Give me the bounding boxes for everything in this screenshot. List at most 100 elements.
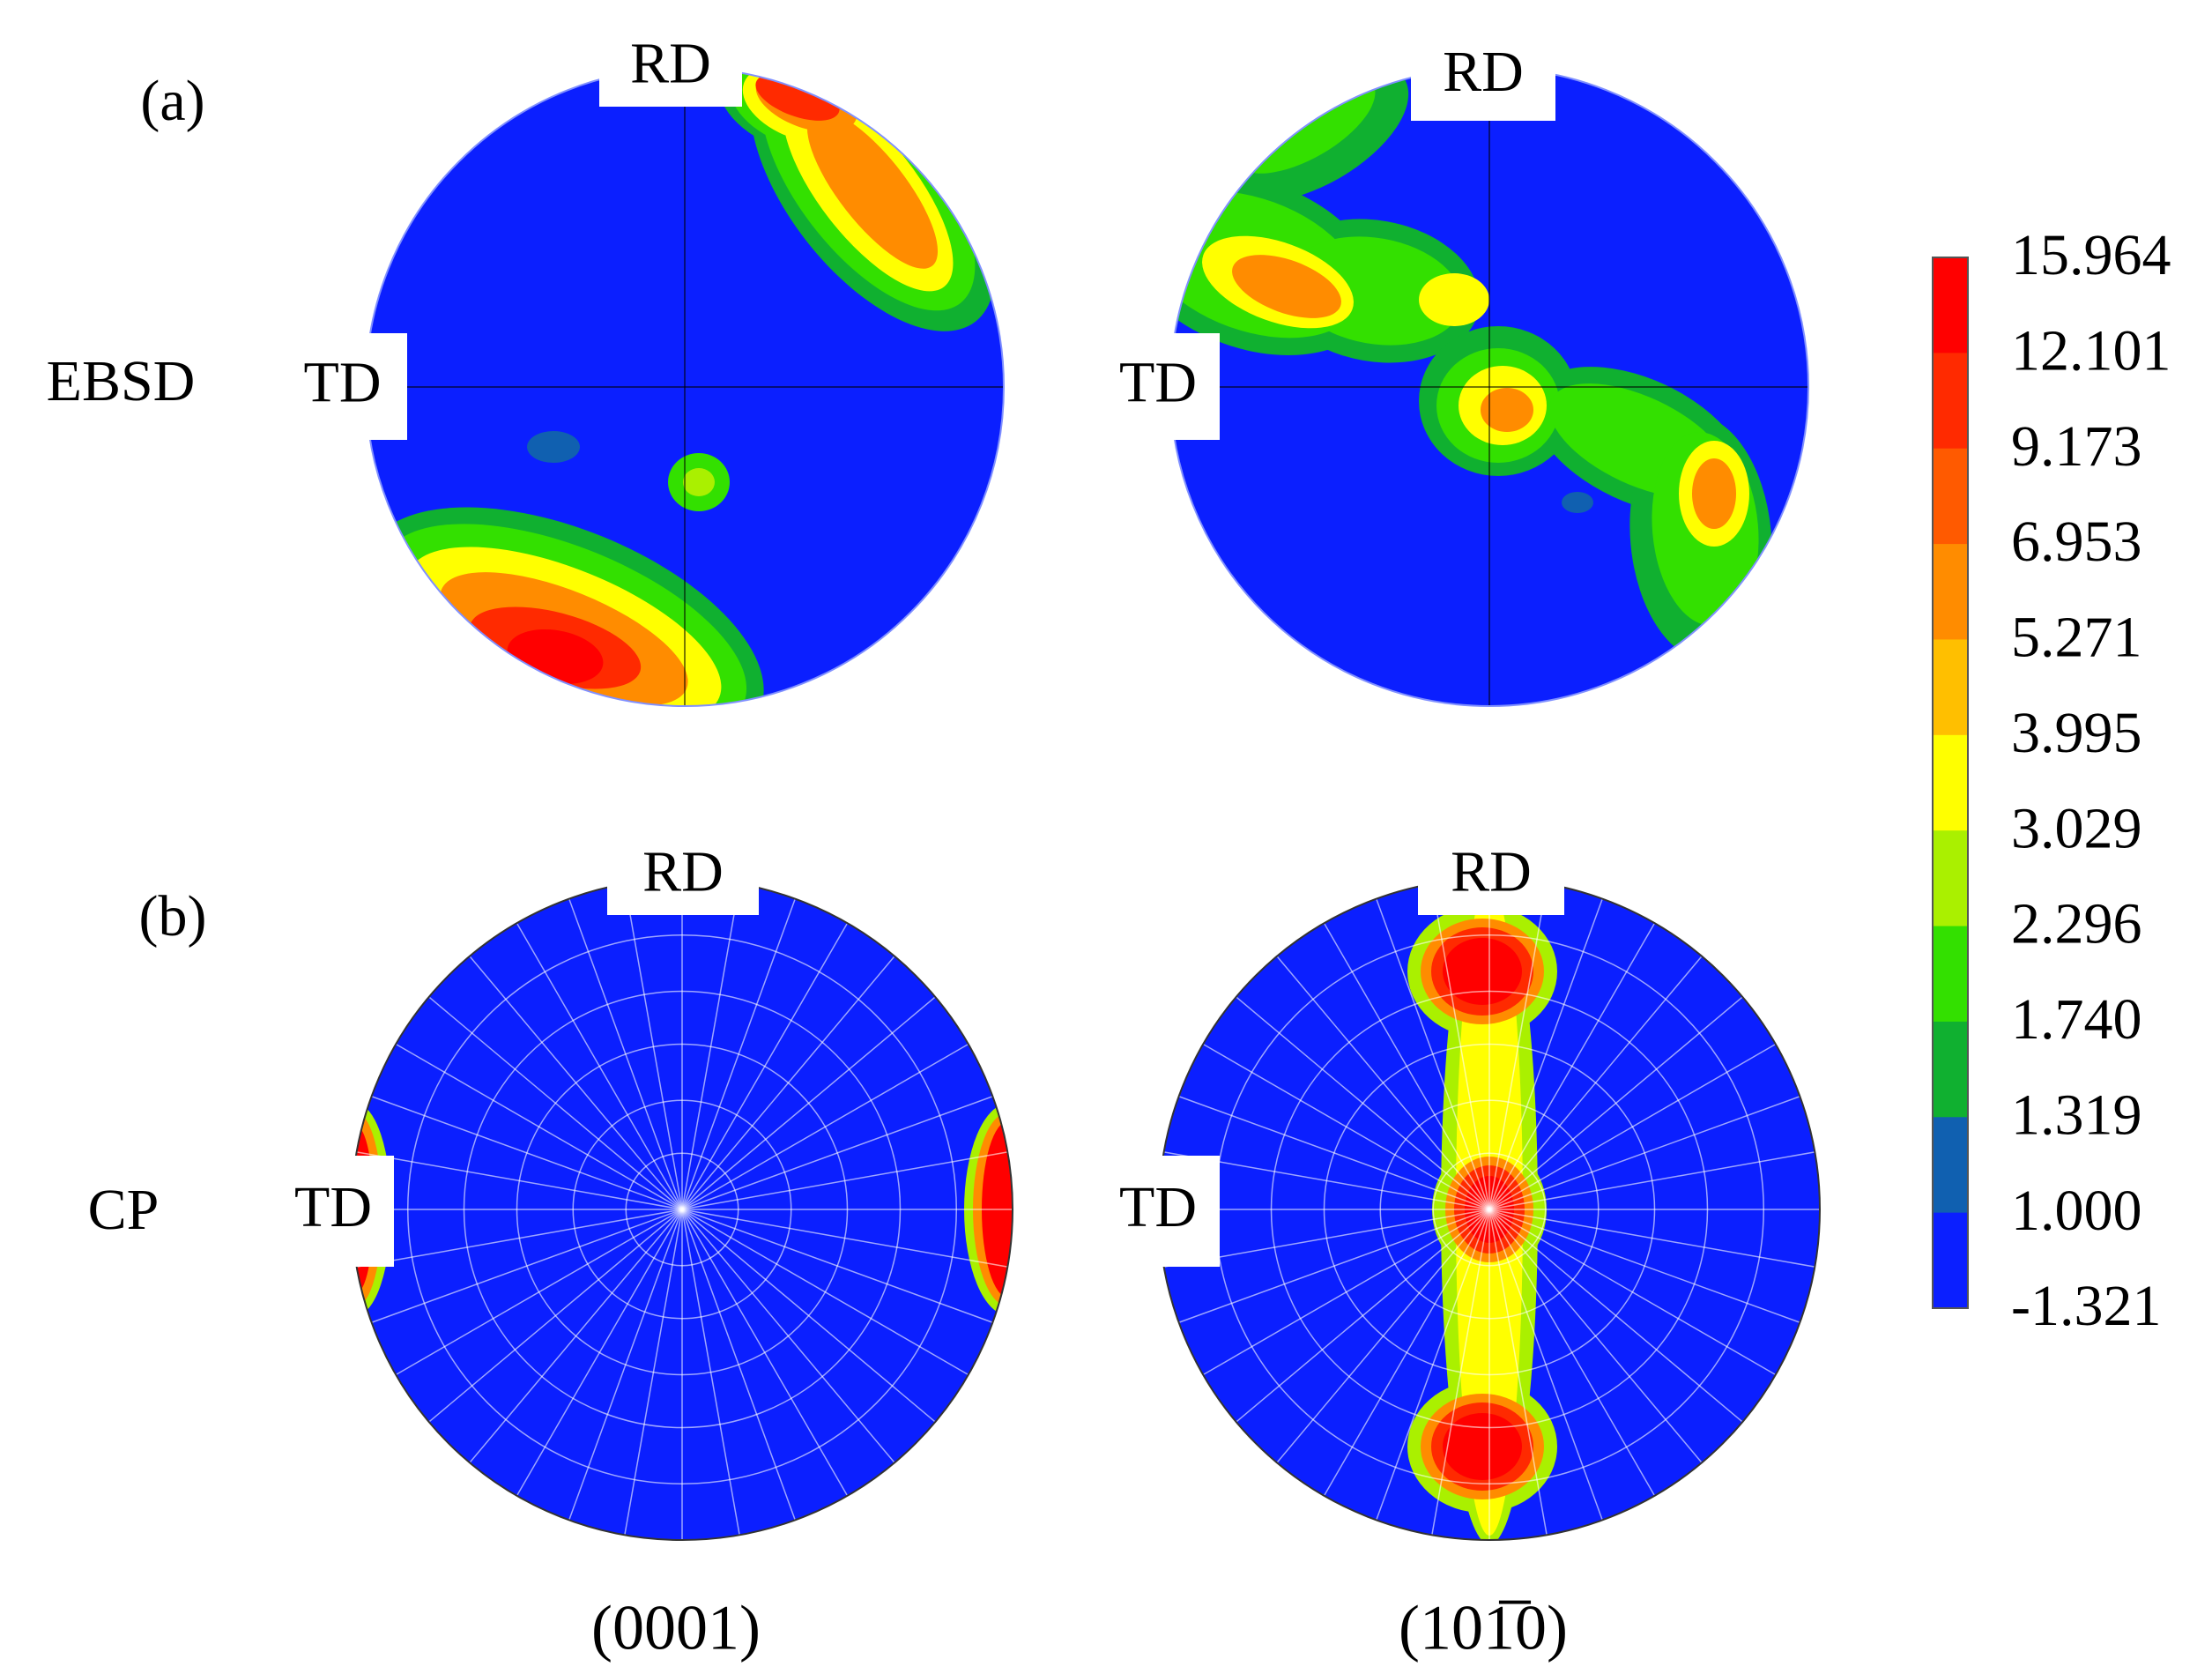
grid-radial bbox=[1488, 1209, 1743, 1423]
grid-radial bbox=[681, 883, 740, 1210]
grid-radial bbox=[1488, 1151, 1815, 1210]
label-box bbox=[278, 333, 407, 440]
pole-figure: RD TD bbox=[1096, 31, 1809, 707]
row-name: EBSD bbox=[47, 349, 196, 413]
intensity-contour bbox=[683, 468, 715, 496]
intensity-contour bbox=[1692, 458, 1736, 529]
pole-figure: RD TD bbox=[278, 28, 1005, 707]
td-label: TD bbox=[1119, 351, 1197, 415]
rd-label: RD bbox=[642, 840, 724, 904]
grid-radial bbox=[1236, 996, 1490, 1210]
grid-radial bbox=[681, 1209, 740, 1536]
label-box bbox=[1096, 333, 1220, 440]
grid-radial bbox=[1376, 1209, 1490, 1521]
label-box bbox=[1418, 837, 1564, 915]
grid-radial bbox=[469, 956, 683, 1210]
colorbar-border bbox=[1932, 257, 1969, 1309]
grid-radial bbox=[395, 1209, 683, 1376]
grid-radial bbox=[1178, 1096, 1490, 1210]
colorbar-label: 15.964 bbox=[2011, 223, 2171, 287]
intensity-contour bbox=[1562, 492, 1593, 513]
intensity-contour bbox=[1443, 938, 1522, 1005]
grid-radial bbox=[681, 1043, 969, 1210]
colorbar-segment bbox=[1933, 544, 1968, 640]
row-label: (b) bbox=[139, 884, 207, 949]
grid-radial bbox=[1488, 1209, 1777, 1376]
colorbar-label: 5.271 bbox=[2011, 606, 2142, 670]
intensity-contour bbox=[1443, 1413, 1522, 1480]
colorbar-label: 1.319 bbox=[2011, 1083, 2142, 1147]
colorbar-label: 1.000 bbox=[2011, 1179, 2142, 1243]
label-box bbox=[1411, 31, 1555, 121]
grid-radial bbox=[1488, 1043, 1777, 1210]
grid-radial bbox=[681, 1209, 993, 1323]
grid-radial bbox=[681, 1209, 1008, 1268]
intensity-contour bbox=[527, 431, 580, 463]
td-label: TD bbox=[294, 1175, 372, 1239]
colorbar-label: -1.321 bbox=[2011, 1274, 2161, 1338]
grid-radial bbox=[395, 1043, 683, 1210]
grid-radial bbox=[1323, 922, 1490, 1210]
colorbar-label: 2.296 bbox=[2011, 892, 2142, 956]
label-box bbox=[1096, 1156, 1220, 1267]
grid-radial bbox=[1488, 956, 1703, 1210]
row-name: CP bbox=[88, 1178, 160, 1242]
grid-radial bbox=[428, 996, 683, 1210]
grid-radial bbox=[516, 1209, 683, 1497]
grid-radial bbox=[1488, 1209, 1656, 1497]
colorbar-label: 12.101 bbox=[2011, 319, 2171, 383]
grid-radial bbox=[371, 1209, 683, 1323]
colorbar-segment bbox=[1933, 257, 1968, 353]
grid-radial bbox=[469, 1209, 683, 1463]
colorbar-segment bbox=[1933, 1212, 1968, 1309]
colorbar-label: 3.995 bbox=[2011, 701, 2142, 765]
grid-radial bbox=[681, 1209, 895, 1463]
pole-figure-fill bbox=[1159, 879, 1820, 1540]
grid-radial bbox=[1431, 883, 1490, 1210]
grid-radial bbox=[1202, 1209, 1490, 1376]
grid-radial bbox=[681, 898, 796, 1210]
intensity-contour bbox=[806, 110, 939, 269]
rd-label: RD bbox=[1451, 840, 1532, 904]
colorbar-label: 6.953 bbox=[2011, 510, 2142, 574]
grid-radial bbox=[1276, 956, 1490, 1210]
grid-radial bbox=[1488, 996, 1743, 1210]
grid-radial bbox=[1488, 898, 1603, 1210]
grid-radial bbox=[428, 1209, 683, 1423]
colorbar-segment bbox=[1933, 926, 1968, 1023]
grid-radial bbox=[681, 1209, 849, 1497]
grid-radial bbox=[1488, 883, 1548, 1210]
colorbar-segment bbox=[1933, 830, 1968, 927]
colorbar-segment bbox=[1933, 734, 1968, 831]
intensity-contour bbox=[1232, 255, 1341, 318]
grid-radial bbox=[681, 1209, 936, 1423]
intensity-contour bbox=[1481, 388, 1533, 432]
column-label: (0001) bbox=[591, 1593, 761, 1663]
grid-radial bbox=[624, 883, 683, 1210]
td-label: TD bbox=[1119, 1175, 1197, 1239]
grid-radial bbox=[681, 956, 895, 1210]
intensity-contour bbox=[755, 73, 840, 121]
colorbar-segment bbox=[1933, 639, 1968, 736]
grid-radial bbox=[624, 1209, 683, 1536]
colorbar-label: 1.740 bbox=[2011, 987, 2142, 1052]
intensity-contour bbox=[1419, 273, 1489, 326]
grid-radial bbox=[1488, 1209, 1800, 1323]
label-box bbox=[599, 28, 742, 107]
colorbar-segment bbox=[1933, 1117, 1968, 1214]
grid-radial bbox=[1488, 1096, 1800, 1210]
grid-radial bbox=[681, 996, 936, 1210]
grid-radial bbox=[568, 898, 683, 1210]
label-box bbox=[607, 837, 759, 915]
pole-figure: RD TD bbox=[272, 837, 1013, 1541]
label-box bbox=[272, 1156, 394, 1267]
grid-radial bbox=[1236, 1209, 1490, 1423]
grid-radial bbox=[1276, 1209, 1490, 1463]
row-label: (a) bbox=[140, 69, 204, 133]
grid-radial bbox=[516, 922, 683, 1210]
grid-radial bbox=[1323, 1209, 1490, 1497]
grid-radial bbox=[1488, 1209, 1815, 1268]
grid-radial bbox=[1488, 1209, 1603, 1521]
grid-radial bbox=[1178, 1209, 1490, 1323]
